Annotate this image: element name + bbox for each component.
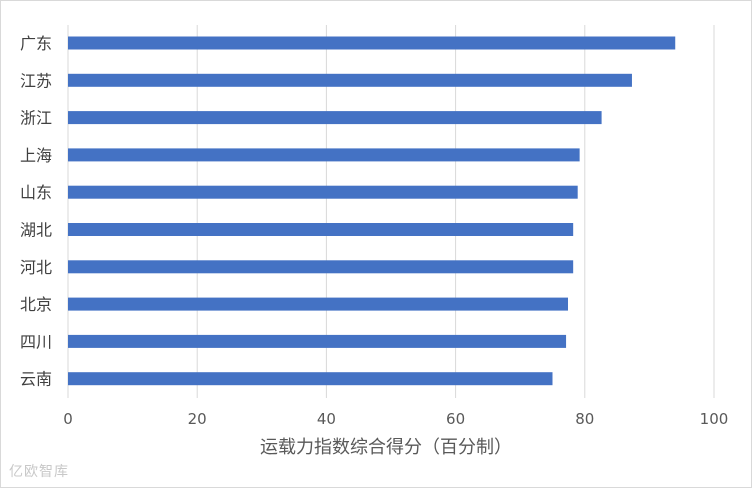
bar (68, 260, 574, 274)
x-tick-label: 20 (188, 410, 207, 428)
x-tick-label: 60 (446, 410, 465, 428)
x-tick-labels: 0 20 40 60 80 100 (63, 410, 728, 428)
category-label: 北京 (20, 295, 52, 314)
bar (68, 148, 580, 162)
category-label: 浙江 (20, 109, 52, 128)
category-label: 山东 (20, 183, 52, 202)
x-tick-label: 80 (575, 410, 594, 428)
bar (68, 372, 553, 386)
category-label: 上海 (20, 146, 52, 165)
category-label: 四川 (20, 332, 52, 351)
bar (68, 36, 676, 50)
x-tick-label: 0 (63, 410, 73, 428)
bar (68, 73, 632, 87)
category-label: 广东 (20, 34, 52, 53)
category-label: 河北 (20, 258, 52, 277)
category-label: 云南 (20, 370, 52, 389)
bar (68, 111, 602, 125)
category-label: 湖北 (20, 221, 52, 240)
bar (68, 297, 569, 311)
bar (68, 185, 578, 199)
x-tick-label: 40 (317, 410, 336, 428)
category-label: 江苏 (20, 71, 52, 90)
bar (68, 334, 567, 348)
bars (68, 36, 676, 386)
bar (68, 223, 574, 236)
watermark-text: 亿欧智库 (9, 464, 69, 480)
x-tick-label: 100 (700, 410, 729, 428)
x-axis-title: 运载力指数综合得分（百分制） (260, 437, 512, 458)
